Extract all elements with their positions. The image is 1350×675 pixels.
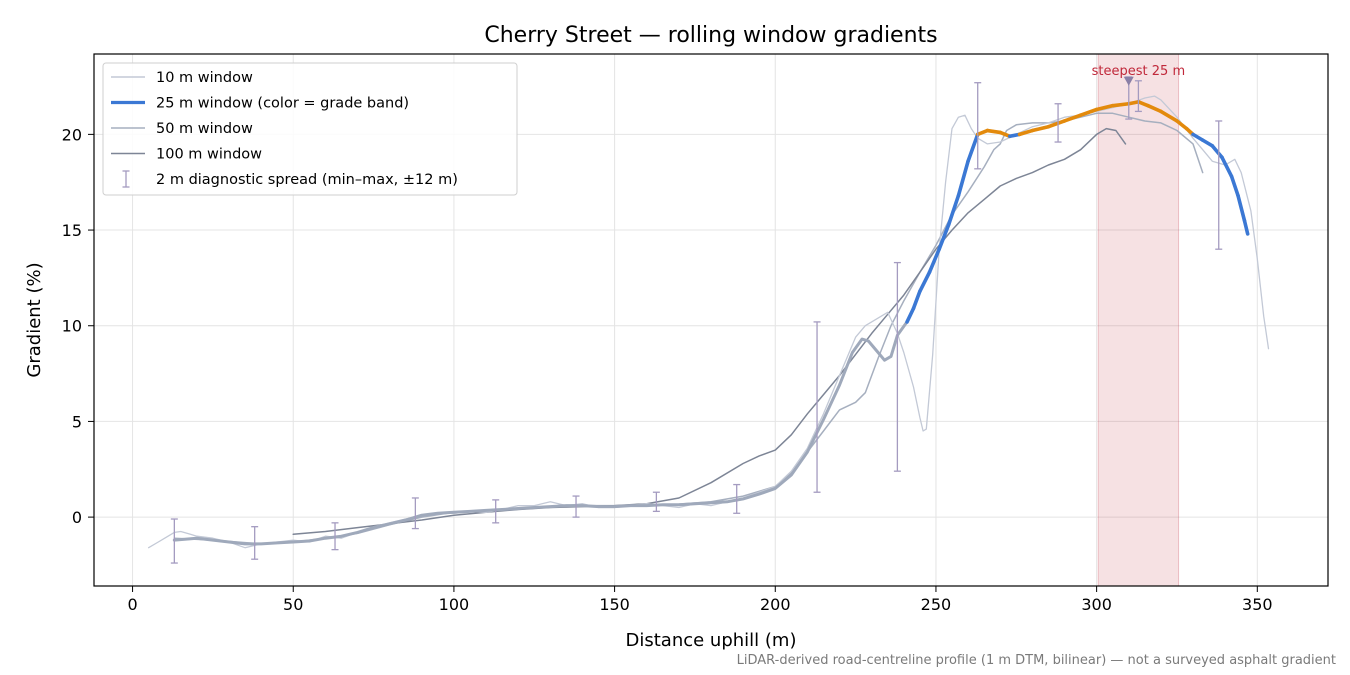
error-bar bbox=[974, 82, 982, 170]
annotation: steepest 25 m bbox=[1092, 64, 1185, 86]
y-tick-label: 5 bbox=[72, 412, 82, 431]
legend-entry: 2 m diagnostic spread (min–max, ±12 m) bbox=[122, 170, 458, 188]
y-axis: 0 5 10 15 20 bbox=[62, 125, 94, 527]
series-band-segment bbox=[1110, 101, 1131, 108]
error-bar bbox=[251, 526, 259, 560]
series-band-segment bbox=[1242, 218, 1250, 236]
x-tick-label: 0 bbox=[127, 595, 137, 614]
series-band-segment bbox=[1159, 109, 1179, 123]
error-bar bbox=[1134, 80, 1142, 113]
series-band-segment bbox=[1017, 128, 1035, 137]
legend-label: 25 m window (color = grade band) bbox=[156, 96, 409, 112]
series-band-segment bbox=[1046, 119, 1067, 129]
steepest-band bbox=[1097, 53, 1180, 587]
y-tick-label: 20 bbox=[62, 125, 82, 144]
error-bar bbox=[893, 261, 901, 472]
series-band-segment bbox=[1078, 107, 1099, 118]
series-band-segment bbox=[1062, 113, 1083, 123]
error-bar bbox=[572, 495, 580, 518]
y-tick-label: 15 bbox=[62, 221, 82, 240]
series-band-segment bbox=[1094, 103, 1115, 112]
legend-label: 100 m window bbox=[156, 147, 262, 163]
y-axis-label: Gradient (%) bbox=[24, 262, 45, 377]
error-bars bbox=[170, 76, 1223, 564]
error-bar bbox=[1054, 103, 1062, 143]
x-tick-label: 50 bbox=[283, 595, 303, 614]
series-band-segment bbox=[956, 159, 970, 198]
series-band-segment bbox=[1191, 132, 1205, 142]
series-band-segment bbox=[1236, 193, 1247, 223]
series-band-segment bbox=[1175, 119, 1189, 131]
y-tick-label: 0 bbox=[72, 508, 82, 527]
legend-entry: 100 m window bbox=[111, 147, 262, 163]
legend: 10 m window 25 m window (color = grade ba… bbox=[102, 62, 518, 196]
series-band-segment bbox=[911, 289, 922, 311]
series-band-segment bbox=[927, 247, 941, 274]
legend-swatch bbox=[122, 170, 130, 188]
x-tick-label: 350 bbox=[1242, 595, 1273, 614]
series-layer bbox=[147, 95, 1270, 549]
annotation-label: steepest 25 m bbox=[1092, 64, 1185, 79]
legend-label: 2 m diagnostic spread (min–max, ±12 m) bbox=[156, 172, 458, 188]
error-bar bbox=[170, 518, 178, 564]
legend-entry: 50 m window bbox=[111, 121, 253, 137]
y-tick-label: 10 bbox=[62, 317, 82, 336]
x-tick-label: 300 bbox=[1081, 595, 1112, 614]
steepest-band-rect bbox=[1097, 53, 1180, 587]
legend-label: 50 m window bbox=[156, 121, 253, 137]
x-tick-label: 200 bbox=[760, 595, 791, 614]
x-axis: 0 50 100 150 200 250 300 350 bbox=[127, 586, 1273, 614]
series-band-segment bbox=[918, 270, 932, 294]
x-tick-label: 250 bbox=[921, 595, 952, 614]
x-tick-label: 150 bbox=[599, 595, 630, 614]
series-band-segment bbox=[966, 132, 980, 163]
chart-title: Cherry Street — rolling window gradients bbox=[484, 23, 937, 48]
steepest-marker bbox=[1123, 76, 1134, 86]
plot-frame bbox=[93, 53, 1329, 587]
x-axis-label: Distance uphill (m) bbox=[626, 630, 797, 651]
legend-label: 10 m window bbox=[156, 70, 253, 86]
error-bar bbox=[1215, 120, 1223, 250]
series-band-segment bbox=[1210, 144, 1224, 160]
series-band-segment bbox=[947, 193, 961, 227]
series-band-segment bbox=[905, 306, 916, 324]
series-band-segment bbox=[1030, 124, 1051, 133]
series-band-segment bbox=[1229, 174, 1240, 198]
error-bar bbox=[492, 499, 500, 524]
error-bar bbox=[733, 483, 741, 514]
series-band-segment bbox=[1200, 138, 1215, 148]
footnote: LiDAR-derived road-centreline profile (1… bbox=[737, 653, 1336, 668]
error-bar bbox=[331, 522, 339, 551]
legend-entry: 25 m window (color = grade band) bbox=[111, 96, 409, 112]
series-band-segment bbox=[937, 222, 951, 251]
series-band-segment bbox=[1220, 155, 1234, 179]
error-bar bbox=[411, 497, 419, 530]
series-band-segment bbox=[1146, 103, 1163, 114]
error-bar bbox=[813, 321, 821, 493]
error-bar bbox=[652, 491, 660, 513]
x-tick-label: 100 bbox=[439, 595, 470, 614]
legend-entry: 10 m window bbox=[111, 70, 253, 86]
series-band-segment bbox=[985, 128, 1003, 135]
legend-box bbox=[102, 62, 518, 196]
